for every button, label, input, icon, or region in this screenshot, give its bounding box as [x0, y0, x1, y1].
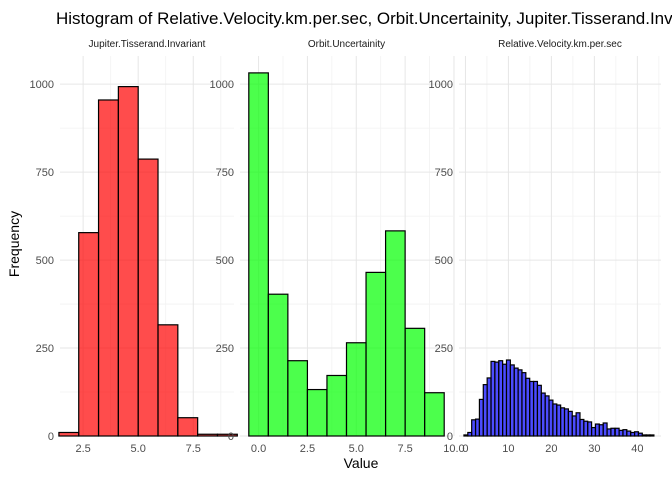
x-tick-label: 0 — [462, 443, 468, 455]
x-axis-title: Value — [344, 455, 379, 471]
x-tick-label: 40 — [631, 443, 643, 455]
histogram-bar — [326, 374, 348, 437]
histogram-bar — [197, 433, 219, 437]
facet-panels: Jupiter.Tisserand.Invariant 2.5 5.0 7.5 0 250… — [30, 39, 661, 455]
facet-strip-label: Jupiter.Tisserand.Invariant — [89, 39, 206, 50]
histogram-bar — [287, 360, 309, 437]
x-tick-label: 20 — [545, 443, 557, 455]
x-tick-label: 5.0 — [349, 443, 364, 455]
histogram-bar — [267, 293, 289, 437]
x-tick-label: 30 — [588, 443, 600, 455]
histogram-bar — [97, 99, 119, 437]
y-axis-title: Frequency — [6, 211, 22, 277]
histogram-bar — [248, 72, 269, 437]
x-tick-label: 2.5 — [75, 443, 90, 455]
y-tick-label: 750 — [36, 167, 54, 179]
histogram-bar — [78, 232, 100, 437]
y-tick-label: 0 — [228, 431, 234, 443]
x-tick-label: 7.5 — [186, 443, 201, 455]
panel-3: Relative.Velocity.km.per.sec 0 10 20 30 40 0 25… — [429, 39, 661, 455]
y-tick-label: 0 — [48, 431, 54, 443]
y-tick-label: 1000 — [429, 79, 453, 91]
y-tick-label: 250 — [216, 343, 234, 355]
histogram-bar — [216, 433, 238, 437]
chart-title: Histogram of Relative.Velocity.km.per.se… — [56, 9, 672, 28]
x-tick-label: 10 — [502, 443, 514, 455]
histogram-bar — [177, 417, 199, 437]
histogram-bar — [157, 324, 179, 437]
panel-1: Jupiter.Tisserand.Invariant 2.5 5.0 7.5 0 250… — [30, 39, 238, 455]
facet-strip-label: Orbit.Uncertainity — [308, 39, 385, 50]
y-tick-label: 750 — [216, 167, 234, 179]
histogram-bar — [137, 158, 159, 437]
histogram-bar — [424, 392, 445, 437]
x-tick-label: 7.5 — [397, 443, 412, 455]
x-tick-label: 10.0 — [443, 443, 464, 455]
histogram-bar — [404, 327, 426, 437]
y-tick-label: 0 — [447, 431, 453, 443]
y-tick-label: 500 — [36, 255, 54, 267]
x-tick-label: 5.0 — [131, 443, 146, 455]
facet-strip-label: Relative.Velocity.km.per.sec — [498, 39, 622, 50]
y-tick-label: 500 — [216, 255, 234, 267]
y-tick-label: 250 — [435, 343, 453, 355]
histogram-bar — [649, 434, 655, 437]
x-tick-label: 2.5 — [300, 443, 315, 455]
histogram-bar — [58, 431, 80, 437]
histogram-bar — [365, 271, 387, 437]
histogram-bar — [610, 427, 616, 437]
x-tick-label: 0.0 — [251, 443, 266, 455]
histogram-bar — [306, 388, 328, 437]
y-tick-label: 1000 — [210, 79, 234, 91]
histogram-bar — [117, 86, 139, 437]
histogram-bar — [384, 230, 406, 437]
y-tick-label: 500 — [435, 255, 453, 267]
y-tick-label: 250 — [36, 343, 54, 355]
y-tick-label: 1000 — [30, 79, 54, 91]
y-tick-label: 750 — [435, 167, 453, 179]
histogram-bar — [345, 342, 367, 437]
